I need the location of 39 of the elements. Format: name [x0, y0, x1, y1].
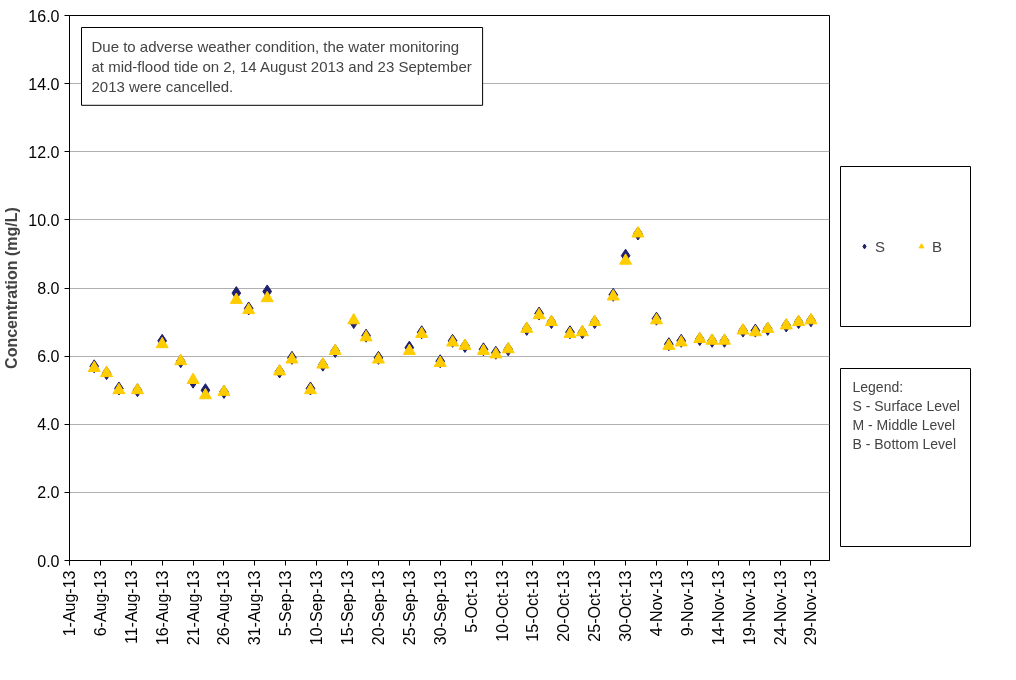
legend-label: B — [932, 237, 943, 255]
x-tick-label: 30-Oct-13 — [617, 570, 635, 642]
x-tick-label: 15-Sep-13 — [339, 570, 357, 646]
x-tick-label: 5-Oct-13 — [462, 570, 480, 633]
y-tick-label: 4.0 — [37, 416, 60, 434]
y-tick-label: 12.0 — [28, 143, 60, 161]
y-tick-label: 14.0 — [28, 75, 60, 93]
x-tick-label: 16-Aug-13 — [153, 570, 171, 646]
x-tick-label: 20-Oct-13 — [555, 570, 573, 642]
x-tick-label: 29-Nov-13 — [802, 570, 820, 646]
x-tick-label: 5-Sep-13 — [277, 570, 295, 637]
x-tick-label: 11-Aug-13 — [122, 570, 140, 645]
x-tick-label: 10-Oct-13 — [493, 570, 511, 642]
x-tick-label: 15-Oct-13 — [524, 570, 542, 642]
x-tick-label: 26-Aug-13 — [215, 570, 233, 646]
text: Legend: S - Surface Level M - Middle Level B - Bottom Level — [852, 378, 960, 453]
x-tick-label: 1-Aug-13 — [61, 570, 78, 637]
x-tick-label: 25-Sep-13 — [400, 570, 418, 646]
x-tick-label: 25-Oct-13 — [586, 570, 604, 642]
y-tick-label: 16.0 — [28, 7, 60, 25]
y-axis-title: Concentration (mg/L) — [3, 207, 21, 369]
x-tick-label: 9-Nov-13 — [678, 570, 696, 637]
x-tick-label: 30-Sep-13 — [431, 570, 449, 646]
y-tick-label: 0.0 — [37, 552, 60, 570]
x-tick-label: 19-Nov-13 — [740, 570, 758, 646]
x-tick-label: 10-Sep-13 — [308, 570, 326, 646]
x-tick-label: 20-Sep-13 — [369, 570, 387, 646]
x-tick-label: 4-Nov-13 — [647, 570, 665, 637]
x-tick-label: 6-Aug-13 — [91, 570, 109, 637]
x-tick-label: 21-Aug-13 — [184, 570, 202, 646]
legend-label: S — [875, 237, 886, 255]
y-tick-label: 2.0 — [37, 484, 60, 502]
x-tick-label: 24-Nov-13 — [771, 570, 789, 646]
annotation: Due to adverse weather condition, the water monitoring at mid-flood tide on 2, 14 August 2013 and 23 September 2013 were cancelled. — [91, 37, 472, 96]
x-tick-label: 31-Aug-13 — [246, 570, 264, 646]
x-tick-label: 14-Nov-13 — [709, 570, 727, 646]
y-tick-label: 6.0 — [37, 348, 60, 366]
y-tick-label: 10.0 — [28, 211, 60, 229]
y-tick-label: 8.0 — [37, 280, 60, 297]
